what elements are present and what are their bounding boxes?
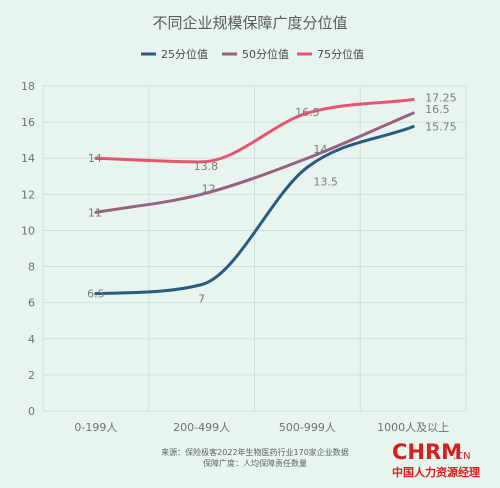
data-point bbox=[94, 210, 98, 214]
x-tick-label: 1000人及以上 bbox=[377, 421, 449, 434]
y-tick-label: 0 bbox=[28, 405, 35, 418]
y-tick-label: 12 bbox=[21, 188, 35, 201]
y-tick-label: 6 bbox=[28, 297, 35, 310]
data-point bbox=[305, 165, 309, 169]
data-label: 14 bbox=[88, 152, 102, 165]
data-label: 11 bbox=[88, 206, 102, 219]
data-point bbox=[200, 192, 204, 196]
data-point bbox=[411, 111, 415, 115]
logo-suffix: .CN bbox=[453, 451, 471, 462]
y-tick-label: 10 bbox=[21, 224, 35, 237]
series-group bbox=[94, 98, 415, 296]
source-line-1: 来源：保险极客2022年生物医药行业170家企业数据 bbox=[161, 447, 349, 457]
data-label: 13.5 bbox=[313, 175, 338, 188]
x-tick-label: 200-499人 bbox=[173, 421, 230, 434]
logo-subtitle: 中国人力资源经理 bbox=[392, 465, 480, 479]
data-point bbox=[200, 160, 204, 164]
y-tick-label: 14 bbox=[21, 152, 35, 165]
x-axis: 0-199人 200-499人 500-999人 1000人及以上 bbox=[74, 421, 449, 434]
data-label: 15.75 bbox=[425, 121, 457, 134]
data-point bbox=[200, 283, 204, 287]
y-axis: 0 2 4 6 8 10 12 14 16 18 bbox=[21, 80, 35, 418]
data-point bbox=[411, 98, 415, 102]
data-point bbox=[94, 156, 98, 160]
chart-title: 不同企业规模保障广度分位值 bbox=[152, 14, 347, 32]
legend-label-3: 75分位值 bbox=[317, 47, 364, 61]
data-label: 16.5 bbox=[425, 103, 450, 116]
series-line-3 bbox=[94, 98, 415, 164]
data-point bbox=[305, 156, 309, 160]
y-tick-label: 8 bbox=[28, 261, 35, 274]
x-tick-label: 500-999人 bbox=[279, 421, 336, 434]
logo-main-text: CHRM bbox=[392, 440, 462, 464]
data-label: 16.5 bbox=[295, 106, 320, 119]
data-point bbox=[305, 111, 309, 115]
legend: 25分位值 50分位值 75分位值 bbox=[141, 47, 364, 61]
y-tick-label: 16 bbox=[21, 116, 35, 129]
y-tick-label: 4 bbox=[28, 333, 35, 346]
data-label: 6.5 bbox=[87, 288, 105, 301]
source-line-2: 保障广度：人均保障责任数量 bbox=[203, 458, 307, 468]
legend-label-1: 25分位值 bbox=[161, 47, 208, 61]
x-tick-label: 0-199人 bbox=[74, 421, 117, 434]
data-label: 7 bbox=[198, 293, 205, 306]
y-tick-label: 2 bbox=[28, 369, 35, 382]
y-tick-label: 18 bbox=[21, 80, 35, 93]
data-label: 12 bbox=[202, 182, 216, 195]
legend-label-2: 50分位值 bbox=[242, 47, 289, 61]
grid bbox=[42, 85, 467, 412]
chrm-logo: CHRM .CN 中国人力资源经理 bbox=[392, 440, 480, 479]
series-line-2 bbox=[94, 111, 415, 214]
series-line-1 bbox=[94, 125, 415, 296]
data-point bbox=[94, 292, 98, 296]
data-point bbox=[411, 125, 415, 129]
data-label: 17.25 bbox=[425, 92, 457, 105]
data-label: 14 bbox=[313, 143, 327, 156]
data-label: 13.8 bbox=[194, 160, 219, 173]
